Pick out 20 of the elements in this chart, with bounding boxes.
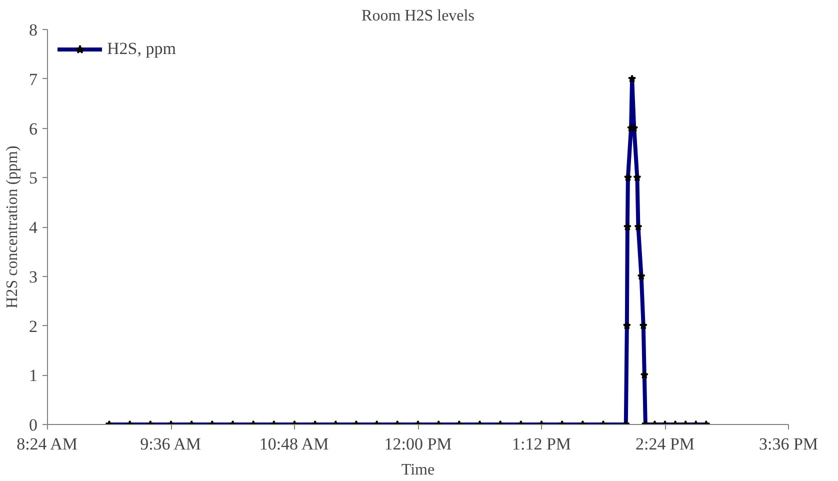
x-tick-label: 3:36 PM [758,434,818,454]
legend-label: H2S, ppm [107,39,176,59]
x-tick-label: 1:12 PM [512,434,572,454]
y-tick-label: 8 [29,20,38,40]
x-tick-label: 8:24 AM [16,434,78,454]
x-axis-title: Time [401,462,435,478]
y-tick-label: 5 [29,168,38,188]
y-tick-label: 6 [29,119,38,138]
y-tick-label: 7 [29,70,38,89]
x-tick-label: 10:48 AM [259,434,329,454]
x-tick-label: 2:24 PM [635,434,695,454]
y-tick-label: 0 [29,416,38,434]
y-axis-title: H2S concentration (ppm) [4,146,21,308]
y-tick-label: 4 [29,218,38,237]
x-tick-label: 12:00 PM [384,434,452,454]
y-tick-label: 2 [29,316,38,336]
chart-title: Room H2S levels [362,8,474,24]
y-tick-label: 3 [29,267,38,286]
y-tick-label: 1 [29,366,38,386]
x-tick-label: 9:36 AM [140,434,202,454]
